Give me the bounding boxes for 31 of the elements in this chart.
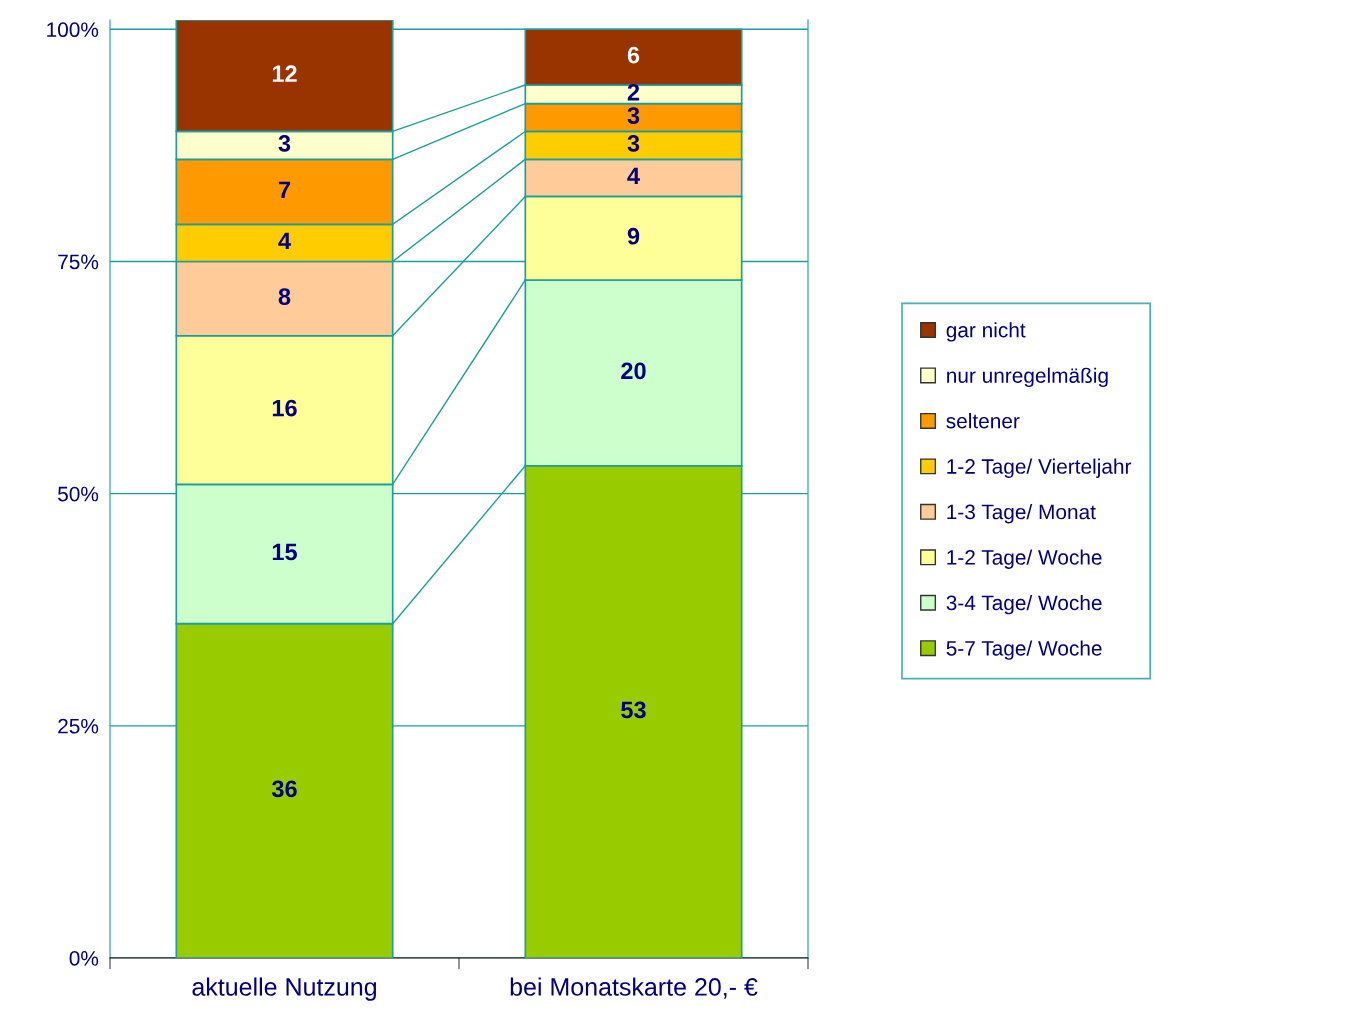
data-label: 4 <box>278 232 291 249</box>
data-label: 8 <box>278 288 291 305</box>
data-label: 7 <box>278 181 291 198</box>
legend-label: nur unregelmäßig <box>947 367 1108 388</box>
legend-label: 3-4 Tage/ Woche <box>946 594 1102 615</box>
data-label: 20 <box>621 362 646 380</box>
y-tick-label: 100% <box>47 22 99 38</box>
legend-label: gar nicht <box>946 322 1026 342</box>
data-label: 4 <box>627 167 640 184</box>
data-label: 6 <box>627 46 640 64</box>
y-tick-label: 50% <box>58 486 99 502</box>
legend-label: seltener <box>946 413 1020 429</box>
data-label: 2 <box>627 83 640 101</box>
data-label: 9 <box>627 227 640 245</box>
data-label: 36 <box>271 780 297 798</box>
data-label: 15 <box>272 543 297 561</box>
x-tick-label: bei Monatskarte 20,- € <box>510 977 758 999</box>
data-label: 12 <box>272 65 297 82</box>
data-label: 3 <box>627 134 640 152</box>
x-tick-label: aktuelle Nutzung <box>192 977 377 1001</box>
data-label: 3 <box>627 107 640 124</box>
legend-label: 1-2 Tage/ Vierteljahr <box>947 458 1132 478</box>
legend-label: 1-2 Tage/ Woche <box>947 549 1102 569</box>
y-tick-label: 0% <box>69 951 99 966</box>
data-label: 3 <box>278 134 291 152</box>
legend-label: 5-7 Tage/ Woche <box>946 640 1102 660</box>
y-tick-label: 75% <box>58 254 99 270</box>
data-label: 16 <box>272 399 297 417</box>
y-tick-label: 25% <box>58 718 99 734</box>
data-label: 53 <box>621 701 646 719</box>
legend-label: 1-3 Tage/ Monat <box>947 504 1096 524</box>
